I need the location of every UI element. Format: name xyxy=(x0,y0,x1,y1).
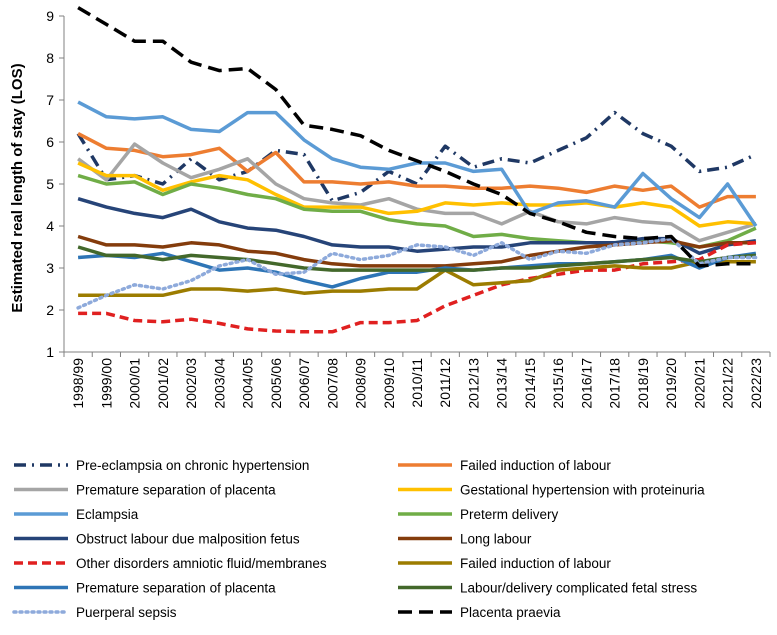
x-tick-label: 2003/04 xyxy=(211,358,227,409)
series-line-preterm-delivery-5 xyxy=(77,173,757,249)
legend-label: Preterm delivery xyxy=(460,507,559,522)
x-tick-label: 2014/15 xyxy=(522,358,538,409)
x-tick-label: 2015/16 xyxy=(550,358,566,409)
x-tick-label: 2007/08 xyxy=(324,358,340,409)
series-line-other-disorders-amniotic-fluid-membranes-8 xyxy=(78,241,757,334)
legend-label: Placenta praevia xyxy=(460,605,561,620)
y-axis-title: Estimated real length of stay (LOS) xyxy=(9,63,26,312)
legend-label: Premature separation of placenta xyxy=(76,483,276,498)
series-line-pre-eclampsia-on-chronic-hypertension-0 xyxy=(76,110,757,203)
legend-label: Failed induction of labour xyxy=(460,458,611,473)
legend-label: Eclampsia xyxy=(76,507,139,522)
series-line-failed-induction-of-labour-1 xyxy=(77,132,756,209)
y-tick-label: 9 xyxy=(46,8,54,24)
series-line-puerperal-sepsis-12 xyxy=(76,236,758,310)
x-tick-label: 2009/10 xyxy=(381,358,397,409)
x-tick-label: 2005/06 xyxy=(268,358,284,409)
series-line-obstruct-labour-due-malposition-fetus-6 xyxy=(77,197,757,256)
series-line-gestational-hypertension-with-proteinuria-3 xyxy=(77,161,757,228)
legend-label: Pre-eclampsia on chronic hypertension xyxy=(76,458,309,473)
x-tick-label: 2016/17 xyxy=(578,358,594,409)
legend-label: Long labour xyxy=(460,532,532,547)
series-line-labour-delivery-complicated-fetal-stress-11 xyxy=(77,245,757,272)
series-line-placenta-praevia-13 xyxy=(77,6,756,268)
y-tick-label: 4 xyxy=(46,218,54,234)
legend-label: Obstruct labour due malposition fetus xyxy=(76,532,300,547)
x-tick-label: 2000/01 xyxy=(127,358,143,409)
x-tick-label: 2020/21 xyxy=(691,358,707,409)
x-tick-label: 2013/14 xyxy=(494,358,510,409)
y-tick-label: 1 xyxy=(46,344,54,360)
legend-label: Premature separation of placenta xyxy=(76,581,276,596)
x-tick-label: 2001/02 xyxy=(155,358,171,409)
legend-label: Puerperal sepsis xyxy=(76,605,177,620)
x-tick-label: 2018/19 xyxy=(635,358,651,409)
x-tick-label: 1998/99 xyxy=(70,358,86,409)
y-tick-label: 5 xyxy=(46,176,54,192)
y-tick-label: 2 xyxy=(46,302,54,318)
x-tick-label: 2021/22 xyxy=(720,358,736,409)
series-line-failed-induction-of-labour-9 xyxy=(78,259,756,298)
x-tick-label: 2011/12 xyxy=(437,358,453,408)
y-tick-label: 7 xyxy=(46,92,54,108)
series-line-premature-separation-of-placenta-2 xyxy=(77,142,757,243)
series-line-eclampsia-4 xyxy=(77,100,758,227)
x-tick-label: 2008/09 xyxy=(353,358,369,409)
x-tick-label: 2002/03 xyxy=(183,358,199,409)
legend-label: Gestational hypertension with proteinuri… xyxy=(460,483,705,498)
x-tick-label: 2022/23 xyxy=(748,358,764,409)
legend-label: Labour/delivery complicated fetal stress xyxy=(460,581,697,596)
legend-label: Failed induction of labour xyxy=(460,556,611,571)
x-tick-label: 2012/13 xyxy=(465,358,481,409)
x-tick-label: 1999/00 xyxy=(98,358,114,409)
y-tick-label: 3 xyxy=(46,260,54,276)
x-tick-label: 2019/20 xyxy=(663,358,679,409)
x-tick-label: 2006/07 xyxy=(296,358,312,409)
x-tick-label: 2010/11 xyxy=(409,358,425,408)
y-tick-label: 8 xyxy=(46,50,54,66)
y-tick-label: 6 xyxy=(46,134,54,150)
x-tick-label: 2017/18 xyxy=(607,358,623,409)
legend-label: Other disorders amniotic fluid/membranes xyxy=(76,556,327,571)
x-tick-label: 2004/05 xyxy=(240,358,256,409)
